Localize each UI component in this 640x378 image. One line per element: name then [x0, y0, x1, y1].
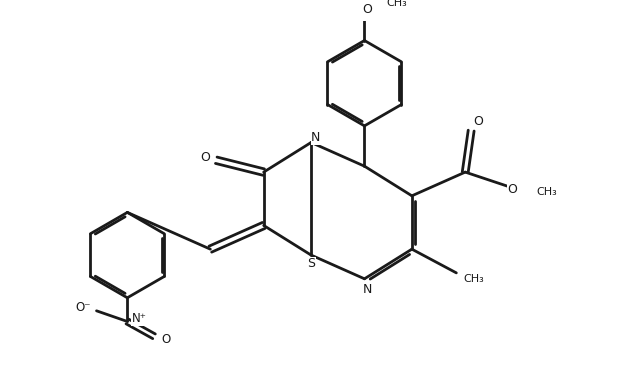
- Text: N: N: [363, 283, 372, 296]
- Text: N⁺: N⁺: [132, 312, 147, 325]
- Text: O: O: [201, 151, 211, 164]
- Text: O: O: [508, 183, 518, 197]
- Text: CH₃: CH₃: [464, 274, 484, 284]
- Text: O: O: [161, 333, 170, 346]
- Text: N: N: [311, 131, 321, 144]
- Text: CH₃: CH₃: [387, 0, 408, 8]
- Text: O: O: [474, 115, 483, 128]
- Text: S: S: [307, 257, 315, 271]
- Text: CH₃: CH₃: [536, 187, 557, 197]
- Text: O: O: [362, 3, 372, 15]
- Text: O⁻: O⁻: [76, 301, 92, 314]
